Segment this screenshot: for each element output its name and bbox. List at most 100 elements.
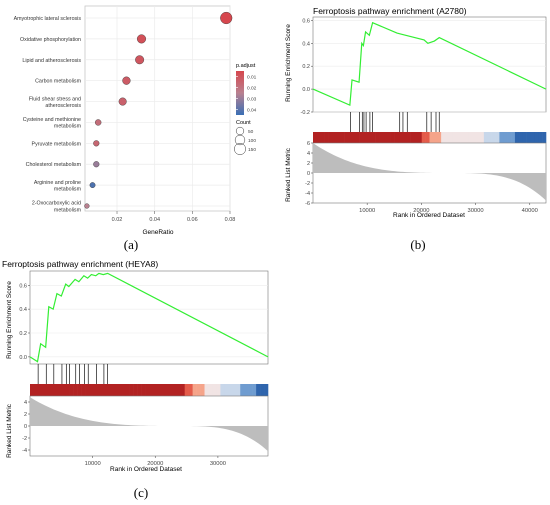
rank-color-segment [145, 384, 150, 396]
rank-color-segment [133, 384, 138, 396]
panel-a-point [93, 140, 100, 147]
panel-a-point [89, 182, 96, 189]
panel-a: Amyotrophic lateral sclerosis Oxidative p… [14, 5, 257, 236]
rank-color-segment [402, 132, 407, 143]
rank-color-segment [164, 384, 170, 396]
legend-size-title: Count [236, 120, 251, 126]
rank-color-segment [37, 384, 43, 396]
panel-a-grid [85, 6, 231, 211]
rank-color-segment [152, 384, 158, 396]
rank-color-segment [176, 384, 182, 396]
es-running-score-line [29, 272, 269, 363]
rank-color-segment [522, 132, 527, 143]
panel-c-ylabel: Running Enrichment Score [6, 281, 13, 359]
es-ytick-label: 0.2 [19, 331, 27, 337]
rank-color-segment [382, 132, 388, 143]
panel-a-point [122, 76, 131, 85]
rank-color-segment [168, 384, 174, 396]
panel-b-label: (b) [410, 237, 425, 252]
rank-color-segment [89, 384, 94, 396]
rank-color-segment [375, 132, 380, 143]
panel-b-xlabel: Rank in Ordered Dataset [393, 212, 465, 219]
rank-color-segment [85, 384, 90, 396]
panel-a-category-label: Arginine and proline metabolism [34, 180, 82, 193]
rank-color-segment [406, 132, 411, 143]
es-ytick-label: 0.0 [302, 87, 310, 93]
legend-color-ticks: 0.01 0.02 0.03 0.04 [236, 75, 257, 114]
rank-color-segment [252, 384, 257, 396]
legend-size-label: 100 [248, 138, 256, 144]
es-running-score-line [312, 21, 547, 107]
rank-color-segment [264, 384, 269, 396]
rank-color-segment [240, 384, 245, 396]
xtick-label: 20000 [413, 208, 429, 214]
rank-color-segment [445, 132, 450, 143]
rank-color-segment [518, 132, 523, 143]
rank-color-segment [57, 384, 63, 396]
panel-a-category-label: Pyruvate metabolism [32, 141, 82, 147]
rank-color-segment [413, 132, 419, 143]
panel-c: Ferroptosis pathway enrichment (HEYA8) R… [2, 259, 269, 473]
panel-a-category-label: Lipid and atherosclerosis [22, 58, 81, 64]
panel-a-plot-area [84, 5, 231, 212]
rank-color-segment [53, 384, 59, 396]
es-plot-frame [312, 16, 547, 113]
es-ytick-label: 0.4 [19, 307, 27, 313]
rank-color-segment [172, 384, 178, 396]
rank-color-segment [141, 384, 146, 396]
rank-color-segment [216, 384, 221, 396]
panel-a-category-label: Fluid shear stress and atherosclerosis [29, 96, 81, 109]
panel-a-point [136, 34, 147, 44]
rank-color-segment [236, 384, 241, 396]
rank-color-segment [371, 132, 376, 143]
rank-color-segment [514, 132, 520, 143]
rank-color-segment [437, 132, 442, 143]
xtick-label: 20000 [147, 461, 163, 467]
rank-color-segment [340, 132, 345, 143]
ranked-metric-area [313, 143, 546, 201]
rank-color-segment [184, 384, 189, 396]
panel-a-category-labels: Amyotrophic lateral sclerosis Oxidative p… [14, 16, 82, 213]
panel-b: Ferroptosis pathway enrichment (A2780) R… [285, 6, 547, 219]
es-ytick-label: 0.6 [302, 18, 310, 24]
metric-ytick-label: 2 [24, 412, 27, 418]
rank-color-segment [355, 132, 360, 143]
rank-color-segment [196, 384, 201, 396]
rank-color-segment [479, 132, 485, 143]
metric-ytick-label: 4 [307, 151, 310, 157]
panel-a-category-label: Oxidative phosphorylation [20, 37, 81, 43]
rank-color-segment [367, 132, 372, 143]
rank-color-segment [386, 132, 391, 143]
es-plot-frame [29, 270, 269, 365]
legend-color-tick-label: 0.03 [247, 97, 257, 103]
rank-color-segment [81, 384, 86, 396]
legend-color-bar [236, 71, 244, 115]
rank-color-segment [160, 384, 166, 396]
rank-color-segment [495, 132, 500, 143]
rank-color-segment [109, 384, 114, 396]
rank-color-segment [77, 384, 82, 396]
rank-color-segment [441, 132, 446, 143]
rank-color-segment [93, 384, 98, 396]
rank-color-segment [542, 132, 547, 143]
rank-color-segment [336, 132, 341, 143]
rank-color-segment [320, 132, 325, 143]
rank-color-segment [511, 132, 516, 143]
panel-a-points [84, 11, 233, 209]
panel-c-title: Ferroptosis pathway enrichment (HEYA8) [2, 259, 158, 269]
rank-color-segment [351, 132, 357, 143]
rank-color-segment [73, 384, 78, 396]
rank-color-segment [45, 384, 51, 396]
rank-color-segment [487, 132, 492, 143]
panel-a-category-label: Amyotrophic lateral sclerosis [14, 16, 82, 22]
rank-color-segment [344, 132, 349, 143]
rank-color-segment [232, 384, 237, 396]
xtick-label: 30000 [467, 208, 483, 214]
panel-a-category-label: Cholesterol metabolism [26, 162, 82, 168]
panel-b-ylabel: Running Enrichment Score [285, 24, 292, 102]
panel-a-point [220, 11, 233, 25]
panel-c-xlabel: Rank in Ordered Dataset [110, 466, 182, 473]
rank-color-segment [468, 132, 473, 143]
xtick-label: 10000 [359, 208, 375, 214]
legend-size-circle [235, 126, 245, 136]
